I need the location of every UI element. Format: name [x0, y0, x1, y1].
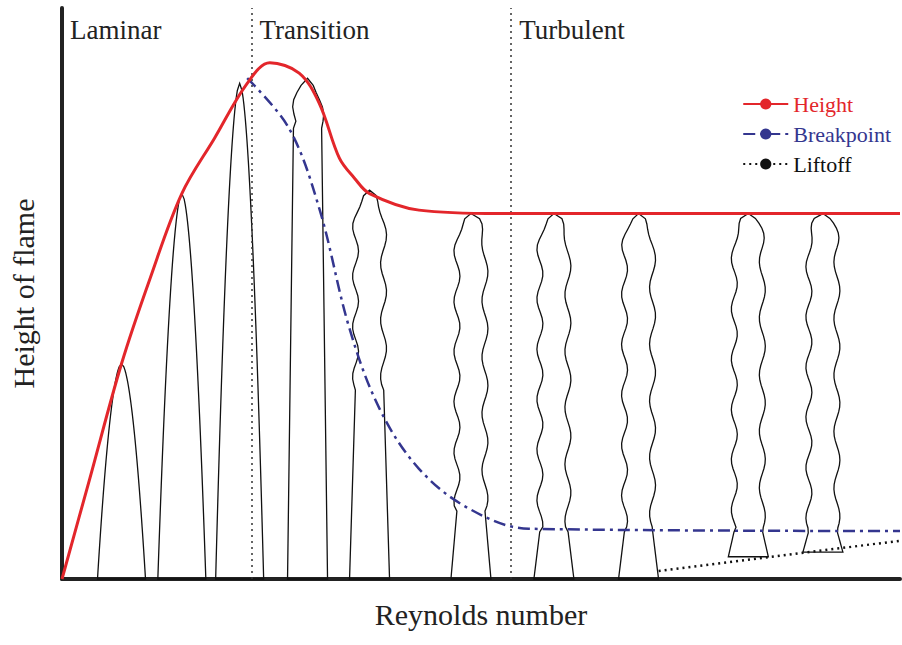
svg-text:Breakpoint: Breakpoint	[793, 122, 891, 147]
svg-text:Height: Height	[793, 92, 853, 117]
svg-text:Transition: Transition	[259, 15, 370, 45]
svg-text:Liftoff: Liftoff	[793, 152, 852, 177]
svg-text:Turbulent: Turbulent	[519, 15, 625, 45]
svg-text:Laminar: Laminar	[70, 15, 161, 45]
svg-text:Height of flame: Height of flame	[7, 199, 40, 389]
svg-text:Reynolds number: Reynolds number	[375, 598, 587, 631]
